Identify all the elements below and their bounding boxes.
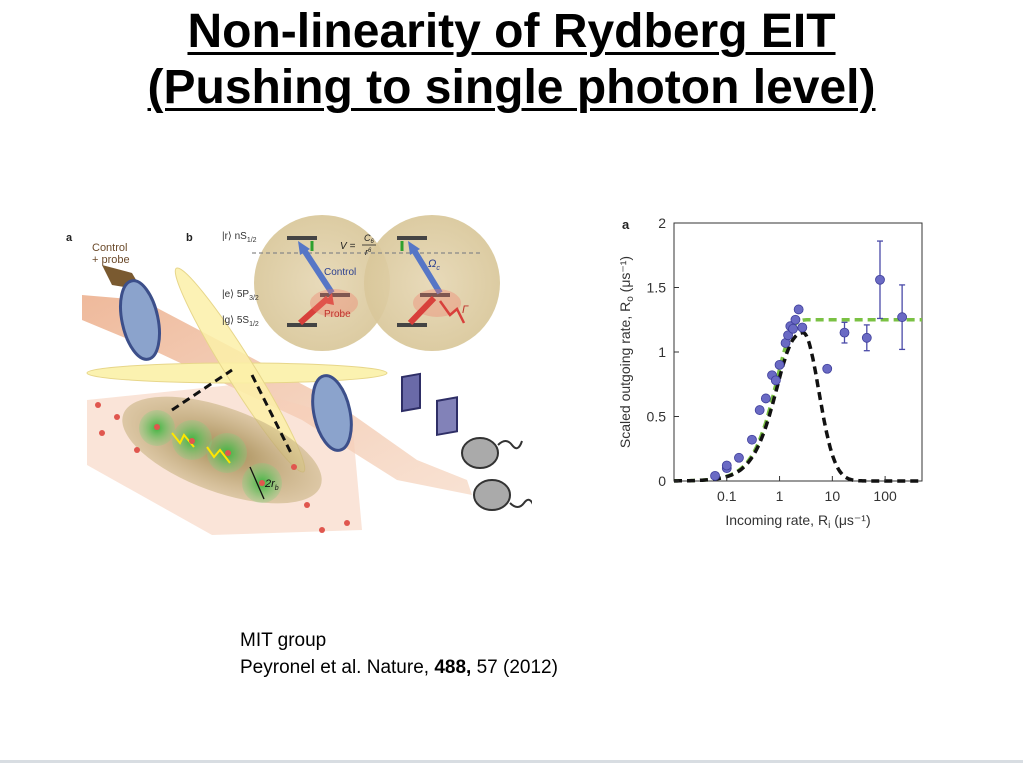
detector-cable-1 (497, 440, 523, 450)
control-arrow-label: Control (324, 267, 356, 278)
data-point (875, 274, 885, 285)
probe-arrow-right (407, 295, 437, 326)
x-tick-label: 1 (776, 488, 784, 504)
control-arrow-left (299, 245, 335, 295)
caption-citation-suffix: 57 (2012) (471, 657, 558, 678)
level-g-label: |g⟩ 5S1/2 (222, 315, 259, 328)
caption-group: MIT group (240, 630, 327, 651)
y-tick-label: 0.5 (647, 409, 667, 425)
experiment-schematic-figure: a b Control + probe 2rb |r⟩ nS1/2 |e⟩ 5P… (66, 215, 532, 535)
level-e-label: |e⟩ 5P3/2 (222, 289, 259, 302)
y-tick-label: 0 (658, 473, 666, 489)
slide-title: Non-linearity of Rydberg EIT (Pushing to… (0, 4, 1023, 116)
laser-beam-upper (82, 295, 472, 495)
figure-caption: MIT group Peyronel et al. Nature, 488, 5… (240, 627, 558, 681)
probe-arrow-label: Probe (324, 309, 351, 320)
gamma-label: Γ (462, 304, 469, 316)
y-tick-label: 1 (658, 344, 666, 360)
interaction-formula: V = (340, 241, 355, 252)
y-tick-label: 1.5 (647, 280, 667, 296)
x-tick-label: 0.1 (717, 488, 737, 504)
fit-curve-green (674, 318, 922, 483)
data-point (754, 405, 765, 415)
data-point (710, 470, 720, 481)
omega-label: Ωc (428, 258, 440, 272)
filter-1 (401, 372, 421, 413)
control-arrow-head (298, 241, 310, 255)
data-point (734, 452, 744, 463)
caption-citation-prefix: Peyronel et al. Nature, (240, 657, 435, 678)
probe-glow-left (310, 289, 358, 317)
lens-left (119, 279, 161, 361)
data-point (822, 363, 833, 374)
omega-arrow-head (408, 241, 420, 255)
caption-citation-volume: 488, (434, 657, 472, 678)
data-point (760, 393, 771, 404)
panel-b-label: b (186, 232, 193, 244)
interaction-numerator: C6 (364, 233, 375, 245)
data-point (797, 322, 808, 333)
level-r-label: |r⟩ nS1/2 (222, 231, 257, 244)
footer-divider (0, 760, 1023, 763)
caption-citation: Peyronel et al. Nature, 488, 57 (2012) (240, 654, 558, 681)
data-point (839, 327, 850, 338)
data-point (747, 434, 757, 445)
data-point (783, 330, 793, 341)
atom-dots (95, 402, 350, 533)
chart-panel-label: a (622, 217, 630, 232)
fit-curve-black (674, 330, 922, 483)
zoom-dash-right (250, 374, 294, 456)
blockade-radius-label: 2rb (264, 478, 279, 492)
slide-title-line-1: Non-linearity of Rydberg EIT (187, 5, 836, 58)
interaction-bolt-2 (206, 446, 231, 464)
detector-2 (473, 479, 511, 511)
y-tick-label: 2 (658, 215, 666, 231)
data-point (897, 312, 908, 323)
interaction-denominator: r6 (365, 247, 372, 257)
probe-arrow-left (298, 295, 330, 326)
probe-arrow-head (324, 293, 334, 305)
x-tick-label: 100 (873, 488, 897, 504)
data-point (721, 460, 732, 471)
chart-ylabel: Scaled outgoing rate, Ro (μs⁻¹) (617, 256, 636, 448)
control-probe-label-1: Control (92, 242, 127, 254)
data-point (770, 375, 781, 386)
data-point (793, 304, 804, 315)
blockade-radius-arrow (249, 466, 265, 500)
omega-arrow-right (409, 245, 443, 295)
detector-1 (461, 437, 499, 469)
rate-chart: a 0 0.5 1 1.5 2 0.1 1 10 100 Scaled outgoing ra… (617, 215, 923, 531)
slide-title-line-2: (Pushing to single photon level) (147, 61, 876, 114)
chart-xlabel: Incoming rate, Ri (μs⁻¹) (725, 512, 870, 531)
x-tick-label: 10 (825, 488, 841, 504)
data-point (861, 332, 872, 343)
chart-plot-frame (673, 222, 923, 482)
filter-2 (436, 396, 458, 437)
data-point (774, 359, 785, 370)
panel-a-label: a (66, 232, 73, 244)
lens-right (311, 374, 353, 452)
decay-arrow (438, 300, 466, 324)
data-point (790, 314, 801, 325)
detector-cable-2 (509, 498, 532, 508)
control-probe-label-2: + probe (92, 254, 130, 266)
data-point (788, 323, 798, 334)
